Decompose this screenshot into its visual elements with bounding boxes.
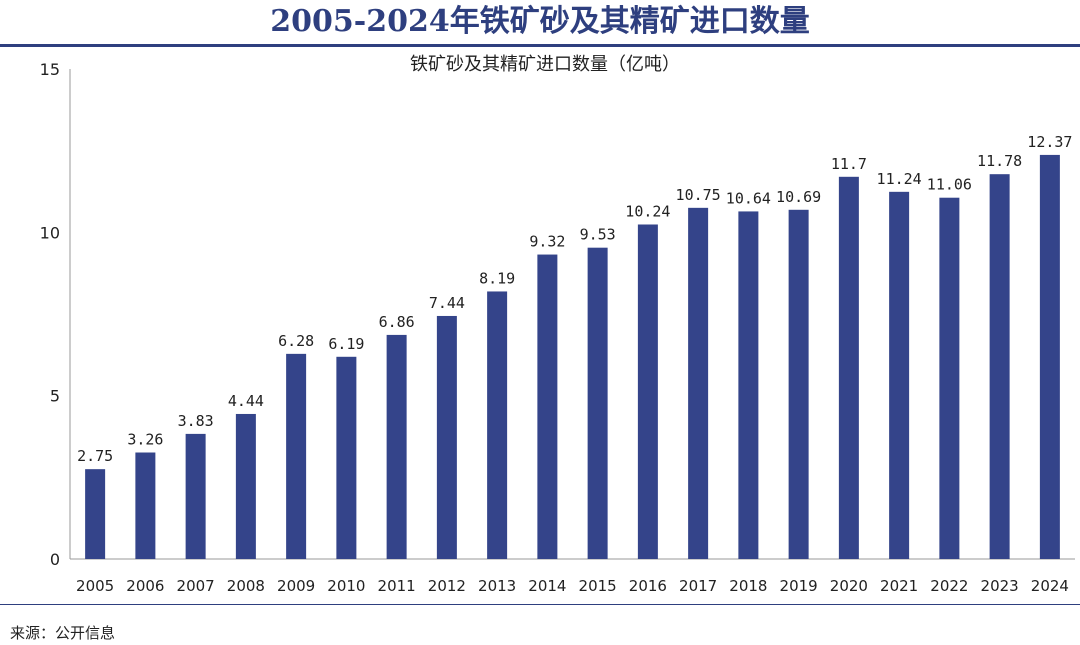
y-tick-label: 5 [50, 387, 60, 406]
x-tick-label: 2022 [930, 577, 968, 595]
bar [939, 197, 960, 559]
chart-title: 铁矿砂及其精矿进口数量（亿吨） [410, 54, 680, 75]
bar-value-label: 2.75 [77, 447, 113, 465]
bar [989, 174, 1010, 559]
bar [688, 207, 709, 560]
x-tick-label: 2018 [729, 577, 767, 595]
bar [637, 224, 658, 559]
bar-value-label: 3.26 [127, 431, 163, 449]
x-tick-label: 2009 [277, 577, 315, 595]
x-tick-label: 2016 [629, 577, 667, 595]
bar-value-label: 6.28 [278, 332, 314, 350]
bar-value-label: 8.19 [479, 269, 515, 287]
y-tick-label: 10 [40, 223, 60, 242]
bar-value-label: 11.24 [877, 170, 922, 188]
bar-value-label: 11.06 [927, 176, 972, 194]
x-tick-label: 2024 [1031, 577, 1069, 595]
bar [487, 291, 508, 559]
bar-value-label: 10.64 [726, 189, 771, 207]
bar [537, 254, 558, 559]
y-tick-label: 0 [50, 550, 60, 569]
bar-value-label: 6.86 [379, 313, 415, 331]
x-tick-label: 2015 [579, 577, 617, 595]
x-tick-label: 2008 [227, 577, 265, 595]
bar [1039, 154, 1060, 559]
bar-value-label: 6.19 [328, 335, 364, 353]
x-tick-label: 2023 [981, 577, 1019, 595]
x-tick-label: 2013 [478, 577, 516, 595]
bar-value-label: 11.7 [831, 155, 867, 173]
bar [738, 211, 759, 559]
bar-chart: 铁矿砂及其精矿进口数量（亿吨） 0 5 10 15 2.75 3.26 3.83 4.44 6… [40, 54, 1075, 595]
bars [85, 154, 1060, 560]
x-tick-label: 2019 [780, 577, 818, 595]
bar-value-label: 10.69 [776, 188, 821, 206]
bar [85, 469, 106, 559]
bar [788, 209, 809, 559]
y-tick-label: 15 [40, 60, 60, 79]
value-labels: 2.75 3.26 3.83 4.44 6.28 6.19 6.86 7.44 8.19 9.32… [77, 133, 1072, 465]
x-tick-label: 2006 [126, 577, 164, 595]
bar [286, 353, 307, 559]
x-tick-label: 2012 [428, 577, 466, 595]
bar [838, 176, 859, 560]
x-tick-label: 2007 [177, 577, 215, 595]
bar [436, 315, 457, 559]
x-tick-label: 2014 [528, 577, 566, 595]
bar-value-label: 10.24 [625, 202, 670, 220]
y-axis-ticks: 0 5 10 15 [40, 60, 60, 569]
bar [135, 452, 156, 559]
bar-value-label: 9.53 [580, 226, 616, 244]
x-tick-label: 2021 [880, 577, 918, 595]
x-tick-label: 2005 [76, 577, 114, 595]
bar-value-label: 3.83 [178, 412, 214, 430]
x-tick-label: 2020 [830, 577, 868, 595]
bar [185, 433, 206, 559]
source-note: 来源：公开信息 [10, 624, 116, 642]
bar-value-label: 4.44 [228, 392, 264, 410]
bar-value-label: 11.78 [977, 152, 1022, 170]
title-divider [0, 44, 1080, 47]
bar-value-label: 7.44 [429, 294, 465, 312]
x-tick-label: 2010 [327, 577, 365, 595]
bar-value-label: 9.32 [529, 233, 565, 251]
bar-value-label: 10.75 [676, 186, 721, 204]
x-tick-label: 2017 [679, 577, 717, 595]
bar [336, 356, 357, 559]
x-tick-label: 2011 [378, 577, 416, 595]
bar [587, 247, 608, 560]
source-divider [0, 604, 1080, 605]
x-axis-ticks: 2005 2006 2007 2008 2009 2010 2011 2012 2013 2014… [76, 577, 1069, 595]
bar [386, 334, 407, 559]
bar-value-label: 12.37 [1027, 133, 1072, 151]
page-title: 2005-2024年铁矿砂及其精矿进口数量 [270, 4, 810, 39]
bar [235, 413, 256, 559]
bar [889, 191, 910, 559]
